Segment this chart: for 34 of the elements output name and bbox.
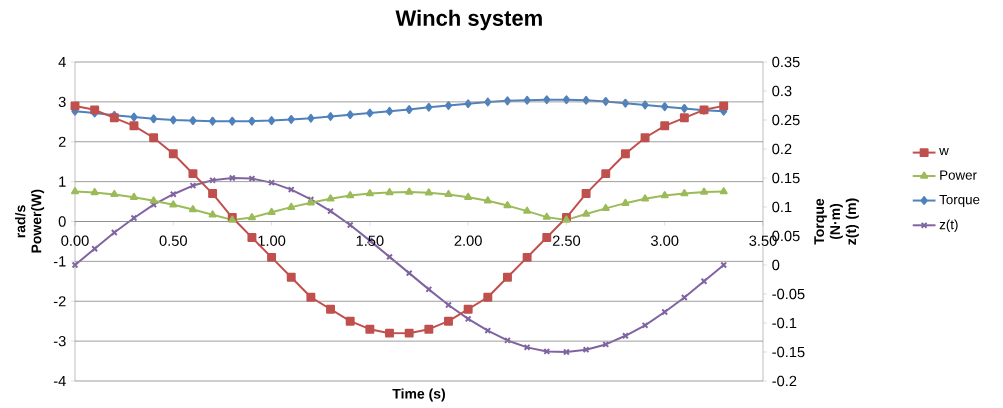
y2-tick-label: -0.1 [772,317,797,329]
x-tick-label: 2.50 [552,235,581,246]
y-tick-label: 0 [58,216,66,227]
y2-tick-label: 0.3 [772,85,792,97]
legend-label: z(t) [939,219,958,232]
x-tick-label: 2.00 [454,235,482,246]
legend-label: Torque [939,194,980,207]
x-tick-label: 1.00 [258,235,286,246]
y-tick-label: -4 [53,375,66,387]
y2-tick-label: -0.15 [772,346,805,358]
y-tick-label: 4 [58,56,66,68]
y2-axis-title: Torque (N·m) z(t) (m) [814,198,859,245]
y-tick-label: -3 [53,335,66,347]
y2-tick-label: -0.05 [772,288,805,300]
y-tick-label: 3 [58,96,66,108]
y2-tick-label: 0 [772,259,780,271]
y-tick-label: -1 [53,256,66,267]
y2-tick-label: 0.1 [772,201,792,213]
x-tick-label: 3.00 [651,235,679,246]
x-axis-title: Time (s) [392,388,445,402]
legend-label: Power [940,170,977,180]
x-tick-label: 0.00 [61,235,89,246]
y2-tick-label: -0.2 [772,375,797,387]
y-tick-label: 1 [59,176,66,187]
y2-tick-label: 0.35 [772,56,800,68]
x-tick-label: 0.50 [159,235,187,246]
chart-title: Winch system [395,9,542,31]
y2-tick-label: 0.15 [772,172,800,184]
y2-tick-label: 0.2 [772,143,792,155]
y-tick-label: 2 [58,136,66,147]
y-axis-title: rad/s Power(W) [15,189,45,253]
y2-tick-label: 0.25 [772,114,800,126]
legend-label: w [939,148,949,156]
y-tick-label: -2 [53,296,66,307]
